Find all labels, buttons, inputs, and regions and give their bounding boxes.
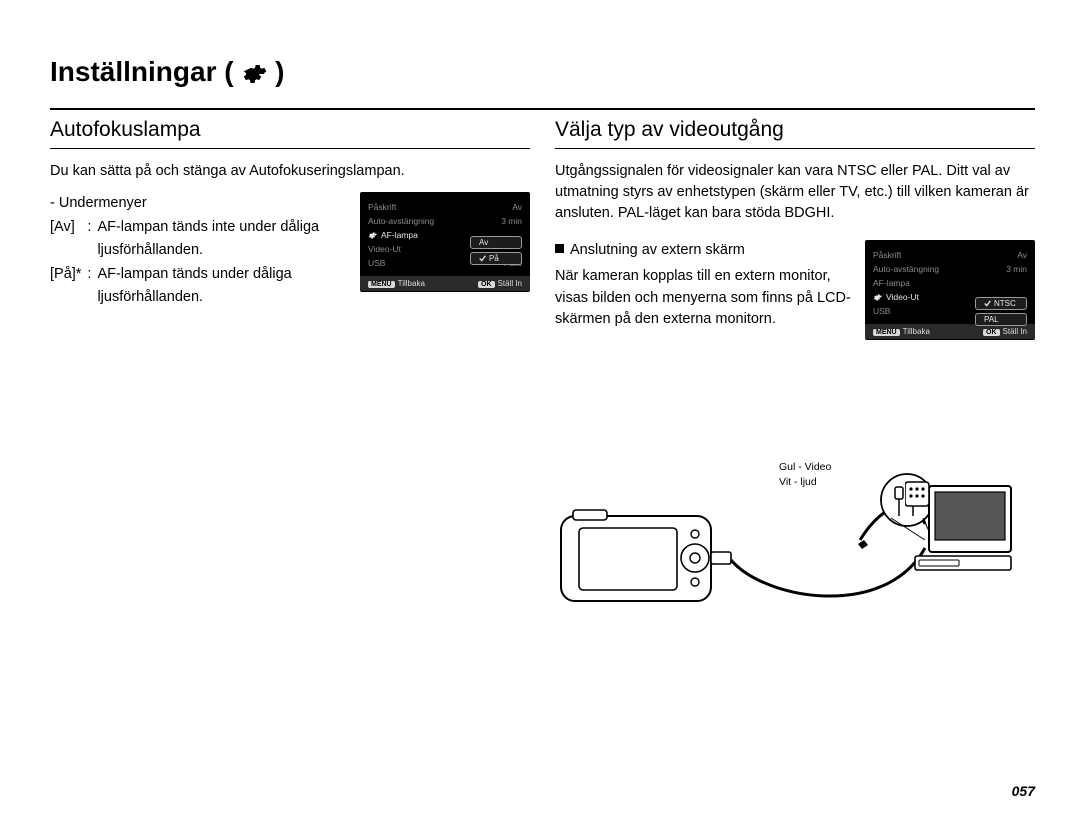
menu-screenshot-left: PåskriftAvAuto-avstängning3 minAF-lampaV… bbox=[360, 192, 530, 292]
page-title: Inställningar ( ) bbox=[50, 56, 284, 88]
left-intro: Du kan sätta på och stänga av Autofokuse… bbox=[50, 161, 530, 182]
def-val-0: AF-lampan tänds inte under dåliga ljusfö… bbox=[97, 216, 346, 261]
submenu-list: [Av]:AF-lampan tänds inte under dåliga l… bbox=[50, 216, 346, 308]
def-key-1: [På]* bbox=[50, 263, 81, 308]
connection-diagram: Gul - Video Vit - ljud bbox=[555, 470, 1035, 610]
title-divider bbox=[50, 108, 1035, 110]
gear-icon bbox=[241, 61, 267, 87]
left-heading: Autofokuslampa bbox=[50, 118, 530, 142]
submenu-label: - Undermenyer bbox=[50, 192, 346, 214]
page-number: 057 bbox=[1012, 783, 1035, 799]
menu-screenshot-right: PåskriftAvAuto-avstängning3 minAF-lampaV… bbox=[865, 240, 1035, 340]
right-subheading: Anslutning av extern skärm bbox=[555, 240, 851, 262]
left-divider bbox=[50, 148, 530, 149]
right-intro: Utgångssignalen för videosignaler kan va… bbox=[555, 161, 1035, 224]
tv-icon bbox=[905, 480, 1015, 580]
square-bullet-icon bbox=[555, 244, 564, 253]
def-key-0: [Av] bbox=[50, 216, 81, 261]
right-heading: Välja typ av videoutgång bbox=[555, 118, 1035, 142]
right-divider bbox=[555, 148, 1035, 149]
right-body-text: När kameran kopplas till en extern monit… bbox=[555, 266, 851, 331]
def-val-1: AF-lampan tänds under dåliga ljusförhåll… bbox=[97, 263, 346, 308]
